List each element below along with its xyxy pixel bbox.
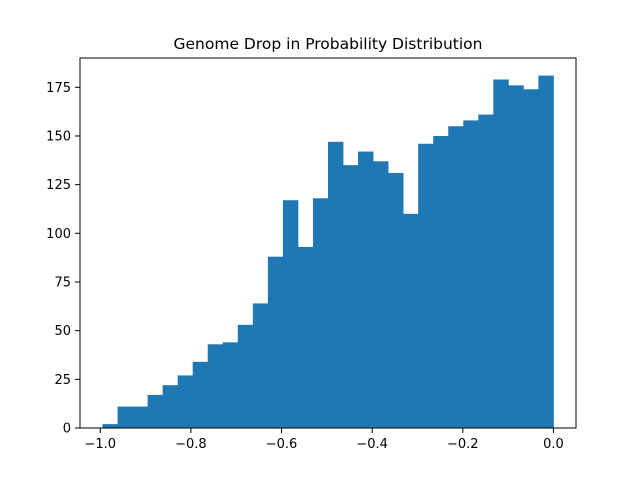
histogram-bar (252, 303, 269, 428)
x-tick-label: −0.4 (356, 437, 388, 452)
x-tick-label: 0.0 (543, 437, 564, 452)
y-tick-label: 100 (46, 227, 71, 242)
histogram-bar (177, 375, 194, 428)
axes-group: −1.0 −0.8 −0.6 −0.4 −0.2 0.0 0 25 50 75 100 125 150 1… (46, 57, 577, 452)
histogram-bar (388, 172, 404, 428)
y-tick-label: 25 (54, 373, 71, 388)
histogram-bar (282, 200, 299, 428)
histogram-bar (237, 324, 254, 428)
histogram-bar (403, 213, 419, 428)
x-tick-label: −1.0 (85, 437, 117, 452)
chart-title: Genome Drop in Probability Distribution (174, 35, 483, 53)
histogram-bar (117, 406, 133, 428)
histogram-bar (297, 246, 314, 428)
histogram-bar (312, 198, 329, 428)
histogram-bar (327, 141, 344, 428)
y-tick-label: 75 (54, 275, 71, 290)
histogram-bar (373, 161, 389, 428)
y-tick-label: 150 (46, 129, 71, 144)
histogram-bar (463, 120, 479, 429)
histogram-bar (448, 126, 464, 429)
histogram-bar (508, 85, 524, 428)
histogram-bar (523, 89, 539, 428)
histogram-bar (207, 344, 224, 428)
histogram-bar (132, 406, 149, 428)
histogram-bar (267, 256, 284, 428)
y-tick-label: 0 (63, 422, 71, 437)
histogram-bar (147, 394, 164, 428)
y-tick-label: 125 (46, 178, 71, 193)
histogram-bar (358, 151, 374, 429)
histogram-bar (343, 165, 359, 429)
histogram-bar (162, 385, 179, 428)
histogram-bar (192, 361, 209, 428)
x-tick-label: −0.2 (447, 437, 479, 452)
histogram-bar (222, 342, 239, 428)
x-tick-label: −0.6 (266, 437, 298, 452)
histogram-bar (538, 75, 554, 429)
histogram-bar (478, 114, 494, 428)
x-tick-label: −0.8 (175, 437, 207, 452)
y-tick-label: 175 (46, 81, 71, 96)
y-tick-label: 50 (54, 324, 71, 339)
histogram-bar (418, 143, 434, 428)
bars-group (102, 75, 554, 429)
histogram-bar (102, 424, 118, 428)
histogram-bar (493, 79, 509, 428)
histogram-bar (433, 135, 449, 428)
